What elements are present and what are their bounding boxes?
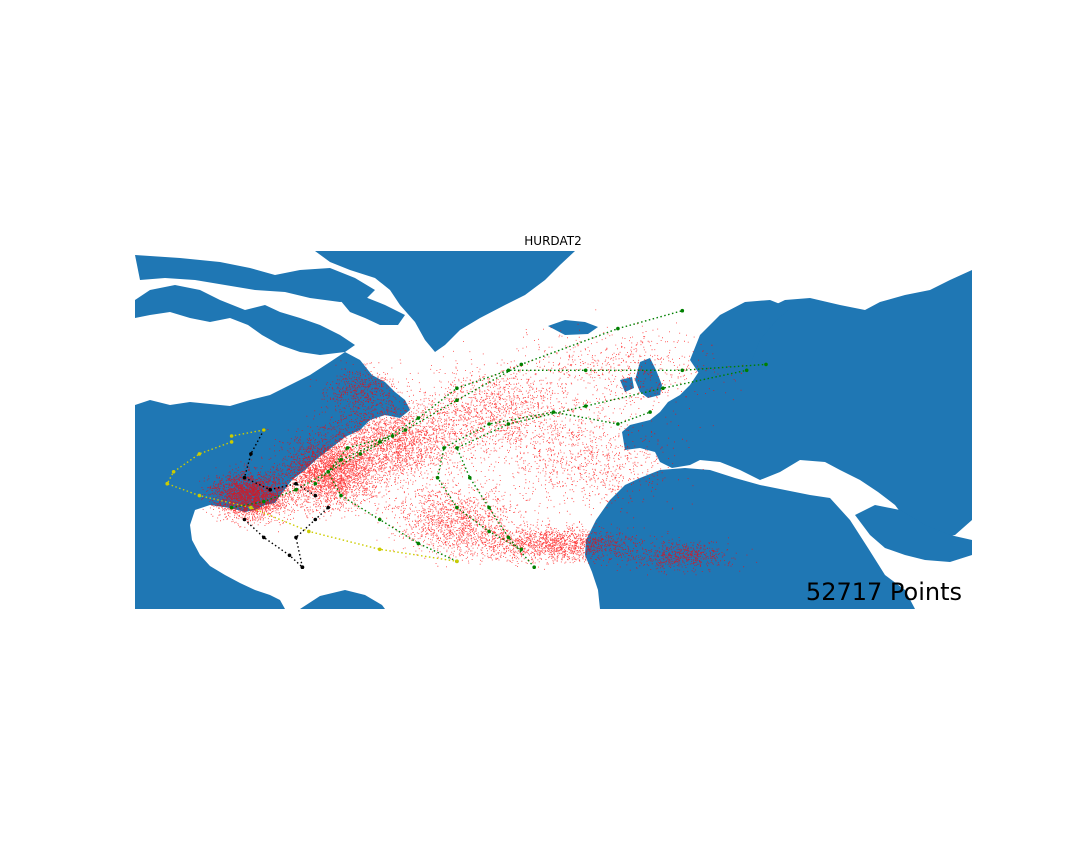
track-point xyxy=(229,505,234,510)
track-line xyxy=(231,429,264,437)
track-point xyxy=(165,481,169,486)
track-line xyxy=(231,310,683,509)
track-point xyxy=(287,553,292,558)
storm-track-green xyxy=(435,410,652,552)
track-point xyxy=(262,499,266,504)
track-point xyxy=(197,452,202,456)
storm-track-green xyxy=(326,434,459,564)
track-point xyxy=(242,475,247,480)
track-point xyxy=(455,559,459,564)
track-point xyxy=(616,422,620,426)
track-point xyxy=(435,475,440,480)
track-point xyxy=(326,470,331,474)
land-masses xyxy=(135,251,972,609)
track-point xyxy=(345,446,350,450)
track-point xyxy=(313,493,318,498)
track-point xyxy=(455,505,459,510)
track-point xyxy=(313,517,318,522)
track-point xyxy=(358,452,363,456)
track-point xyxy=(262,535,266,540)
track-point xyxy=(339,458,343,462)
track-point xyxy=(680,308,685,313)
track-point xyxy=(455,398,459,403)
track-point xyxy=(294,535,298,540)
storm-track-green xyxy=(313,362,768,486)
track-point xyxy=(506,422,511,426)
track-line xyxy=(244,518,303,568)
storm-track-yellow xyxy=(229,428,266,438)
track-point xyxy=(416,416,421,420)
track-point xyxy=(171,470,176,474)
track-point xyxy=(551,410,556,414)
track-point xyxy=(506,535,511,540)
track-point xyxy=(262,428,266,432)
track-point xyxy=(339,493,343,498)
track-point xyxy=(377,517,382,522)
track-point xyxy=(487,529,491,534)
track-point xyxy=(377,547,382,552)
track-point xyxy=(326,505,331,510)
points-layer xyxy=(199,309,758,576)
track-line xyxy=(314,363,767,485)
track-point xyxy=(229,434,234,438)
track-point xyxy=(229,440,234,444)
storm-track-green xyxy=(455,368,749,569)
track-point xyxy=(506,368,511,373)
track-point xyxy=(390,434,395,438)
track-point xyxy=(294,481,298,486)
land-greenland xyxy=(315,251,575,352)
track-point xyxy=(268,487,273,492)
track-point xyxy=(583,404,588,408)
map-area xyxy=(135,251,972,609)
observation-point-cloud xyxy=(199,309,758,576)
track-point xyxy=(648,410,652,414)
track-point xyxy=(377,440,382,444)
land-eurasia xyxy=(622,270,972,540)
track-point xyxy=(307,529,311,534)
track-point xyxy=(532,565,536,569)
track-point xyxy=(583,368,588,373)
track-point xyxy=(468,475,472,480)
track-point xyxy=(197,493,202,498)
track-point xyxy=(455,446,459,450)
track-point xyxy=(442,446,446,450)
track-point xyxy=(519,547,524,552)
track-point xyxy=(249,452,253,456)
track-point xyxy=(519,362,524,367)
map-title: HURDAT2 xyxy=(524,234,581,248)
land-arctic-islands xyxy=(135,255,375,302)
land-south-america xyxy=(300,590,385,609)
track-point xyxy=(300,565,305,569)
highlighted-tracks xyxy=(165,308,768,569)
track-point xyxy=(744,368,749,373)
track-point xyxy=(249,505,253,510)
track-line xyxy=(166,441,458,562)
storm-track-black xyxy=(294,505,331,569)
track-point xyxy=(487,422,491,426)
track-point xyxy=(764,362,768,367)
track-point xyxy=(661,386,665,391)
track-point xyxy=(455,386,459,391)
track-point xyxy=(416,541,421,546)
track-point xyxy=(487,505,491,510)
storm-track-yellow xyxy=(165,440,459,564)
track-point xyxy=(313,481,318,486)
land-canada-north xyxy=(135,285,355,355)
land-canada-east xyxy=(340,295,405,325)
land-scandinavia xyxy=(690,300,790,378)
land-africa xyxy=(585,468,915,609)
track-point xyxy=(242,517,247,522)
track-point xyxy=(403,428,408,432)
land-arabia xyxy=(855,505,972,562)
track-point xyxy=(616,326,620,331)
track-point xyxy=(294,487,298,492)
track-point xyxy=(680,368,685,373)
point-count-label: 52717 Points xyxy=(806,578,962,606)
